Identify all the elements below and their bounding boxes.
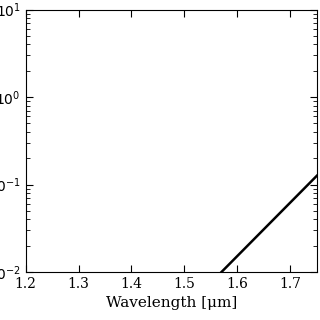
X-axis label: Wavelength [μm]: Wavelength [μm]: [106, 296, 237, 310]
